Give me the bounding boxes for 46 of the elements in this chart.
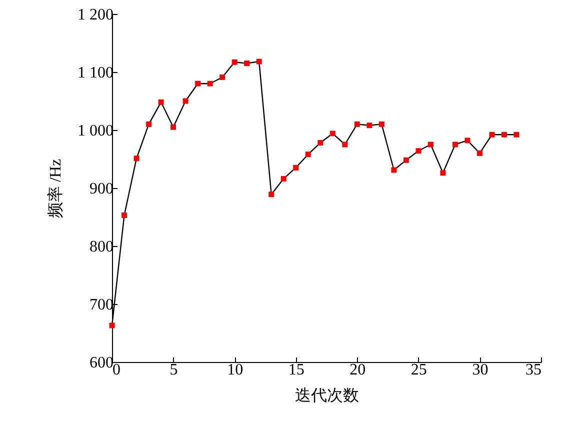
point xyxy=(305,152,311,158)
point xyxy=(330,130,336,136)
y-axis-title: 频率 /Hz xyxy=(46,158,64,218)
point xyxy=(476,150,482,156)
point xyxy=(220,74,226,80)
point xyxy=(158,99,164,105)
point xyxy=(428,142,434,148)
point xyxy=(170,124,176,130)
point xyxy=(354,121,360,127)
x-tick-label: 30 xyxy=(472,362,488,378)
point xyxy=(342,142,348,148)
point xyxy=(293,164,299,170)
x-tick-label: 0 xyxy=(112,362,120,378)
point xyxy=(452,142,458,148)
point xyxy=(232,59,238,65)
x-tick-label: 5 xyxy=(170,362,178,378)
point xyxy=(244,60,250,66)
point xyxy=(464,138,470,144)
point xyxy=(501,132,507,138)
point xyxy=(122,212,127,218)
point xyxy=(366,122,372,128)
point xyxy=(207,80,213,86)
point xyxy=(440,170,446,176)
point xyxy=(182,98,188,104)
x-axis-title: 迭代次数 xyxy=(295,386,359,404)
x-tick-label: 25 xyxy=(410,362,427,378)
y-tick-label: 600 xyxy=(90,354,114,372)
point xyxy=(391,167,397,173)
x-tick-label: 15 xyxy=(288,362,304,378)
point xyxy=(489,132,495,138)
x-tick-label: 20 xyxy=(350,362,366,378)
x-tick-label: 10 xyxy=(227,362,244,378)
point xyxy=(403,157,409,163)
y-tick-label: 1 200 xyxy=(78,6,114,24)
point xyxy=(378,121,384,127)
point xyxy=(318,140,324,146)
point xyxy=(146,121,152,127)
point xyxy=(280,176,286,182)
point xyxy=(256,58,262,64)
x-tick-label: 35 xyxy=(526,362,542,378)
point xyxy=(195,80,201,86)
point xyxy=(416,148,422,154)
point xyxy=(514,132,520,138)
point xyxy=(134,156,140,162)
point xyxy=(109,322,115,328)
point xyxy=(268,192,274,198)
